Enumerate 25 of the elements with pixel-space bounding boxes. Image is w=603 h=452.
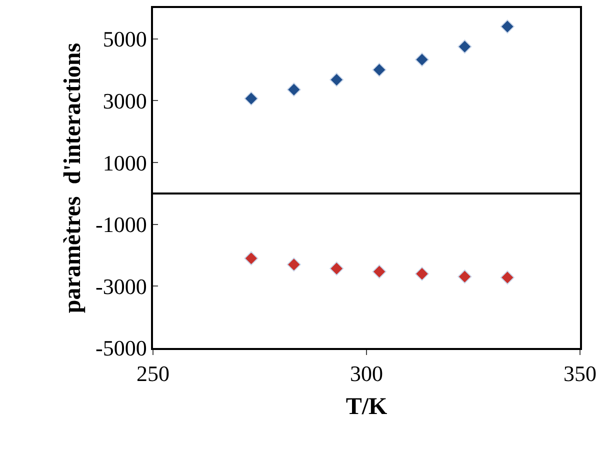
point (500, 270, 514, 285)
point (244, 92, 258, 106)
point (458, 40, 472, 54)
point (500, 20, 514, 34)
point (415, 52, 430, 67)
x-tick-label: 250 (136, 361, 170, 386)
point (286, 258, 301, 272)
point (372, 62, 386, 77)
y-tick-label: 3000 (102, 88, 147, 114)
y-tick-label: -1000 (96, 212, 147, 238)
point (330, 262, 344, 276)
y-tick-label: -5000 (96, 336, 147, 361)
y-tick-label: 1000 (102, 150, 147, 176)
y-tick-label: 5000 (102, 26, 147, 52)
point (415, 266, 430, 281)
y-tick-label: -3000 (96, 274, 147, 299)
y-axis-title: paramètres d'interactions (60, 42, 86, 314)
x-tick-label: 300 (350, 361, 383, 386)
x-tick-label: 350 (564, 361, 596, 386)
point (244, 251, 258, 266)
point (286, 82, 301, 97)
x-axis-title: T/K (346, 394, 388, 420)
point (458, 270, 472, 284)
point (372, 264, 386, 279)
point (330, 72, 344, 87)
